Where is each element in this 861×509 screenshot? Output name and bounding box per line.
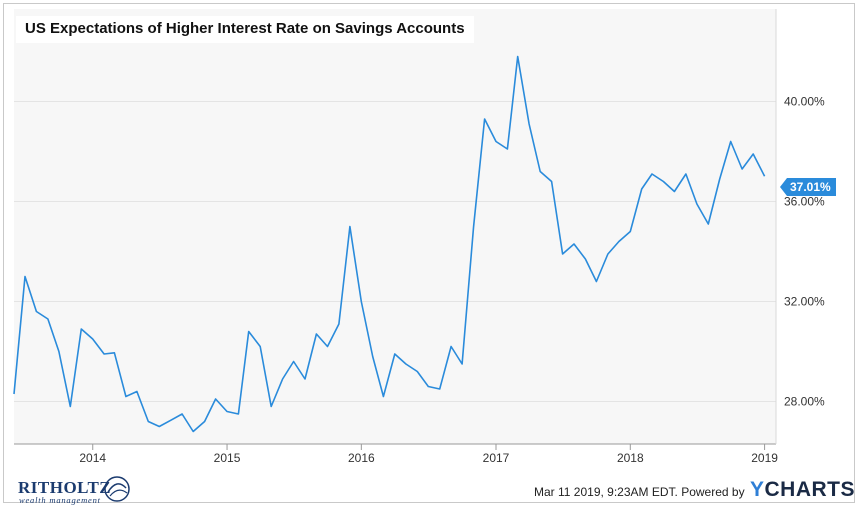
y-tick-label: 36.00% — [784, 195, 825, 209]
ritholtz-logo-name: RITHOLTZ — [18, 478, 112, 497]
ritholtz-logo: RITHOLTZ wealth management — [14, 472, 134, 506]
last-value-badge: 37.01% — [780, 178, 836, 196]
ritholtz-logo-subtitle: wealth management — [19, 495, 101, 505]
y-tick-label: 28.00% — [784, 395, 825, 409]
series-line — [13, 55, 766, 433]
x-tick-label: 2017 — [483, 451, 510, 465]
x-tick-label: 2016 — [348, 451, 375, 465]
timestamp-text: Mar 11 2019, 9:23AM EDT. — [534, 485, 678, 499]
ycharts-logo-rest: CHARTS — [764, 478, 856, 501]
x-tick-label: 2014 — [79, 451, 106, 465]
footer-timestamp: Mar 11 2019, 9:23AM EDT. Powered by — [534, 485, 745, 499]
plot-area — [14, 9, 776, 444]
x-tick-label: 2019 — [751, 451, 778, 465]
chart-svg: 28.00% 32.00% 36.00% 40.00% 2014 2015 2016 2017… — [13, 9, 825, 465]
chart-frame: 28.00% 32.00% 36.00% 40.00% 2014 2015 2016 2017… — [3, 3, 855, 506]
chart-title: US Expectations of Higher Interest Rate … — [16, 16, 474, 43]
x-tick-label: 2018 — [617, 451, 644, 465]
powered-by-text: Powered by — [681, 485, 745, 499]
y-tick-label: 32.00% — [784, 295, 825, 309]
ycharts-logo-y: Y — [750, 478, 765, 501]
ycharts-logo[interactable]: YCHARTS — [750, 478, 855, 502]
ritholtz-emblem-icon — [104, 476, 130, 502]
x-tick-label: 2015 — [214, 451, 241, 465]
y-tick-label: 40.00% — [784, 95, 825, 109]
